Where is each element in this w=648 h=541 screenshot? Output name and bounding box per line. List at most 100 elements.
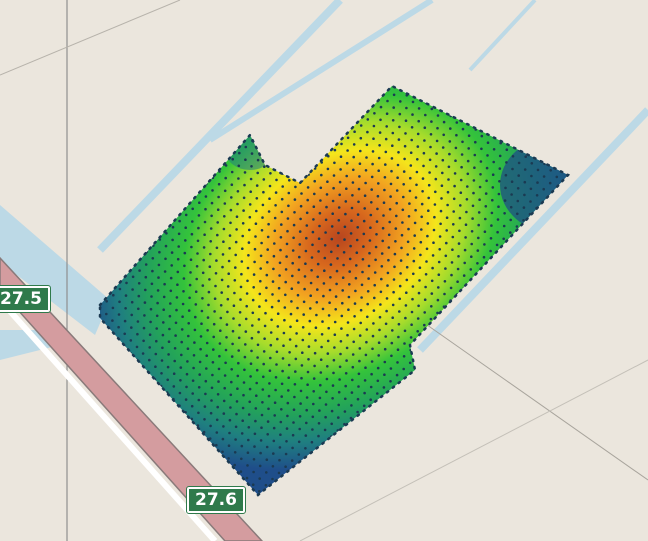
- sample-point: [191, 379, 195, 383]
- sample-point: [268, 184, 272, 188]
- sample-point: [472, 179, 476, 182]
- sample-point: [460, 153, 464, 156]
- sample-point: [303, 275, 307, 278]
- sample-point: [284, 465, 287, 469]
- sample-point: [290, 287, 294, 291]
- sample-point: [245, 304, 248, 308]
- sample-point: [274, 388, 277, 392]
- sample-point: [241, 247, 244, 250]
- sample-point: [404, 316, 407, 320]
- sample-point: [266, 261, 269, 264]
- sample-point: [280, 223, 283, 226]
- sample-point: [191, 392, 194, 395]
- sample-point: [548, 181, 552, 185]
- sample-point: [353, 130, 356, 133]
- sample-point: [399, 259, 403, 262]
- sample-point: [228, 247, 231, 250]
- sample-point: [311, 243, 314, 247]
- sample-point: [207, 290, 211, 294]
- sample-point: [227, 444, 231, 448]
- sample-point: [308, 319, 312, 323]
- sample-point: [295, 319, 299, 323]
- sample-point: [316, 275, 320, 279]
- sample-point: [448, 152, 451, 156]
- sample-point: [380, 252, 384, 255]
- sample-point: [148, 333, 152, 337]
- sample-point: [335, 269, 339, 273]
- sample-point: [265, 445, 269, 449]
- sample-point: [319, 358, 323, 362]
- sample-point: [319, 371, 323, 374]
- sample-point: [290, 459, 294, 462]
- sample-point: [489, 249, 492, 253]
- sample-point: [413, 234, 417, 237]
- sample-point: [209, 411, 213, 415]
- sample-point: [366, 315, 369, 319]
- sample-point: [288, 179, 291, 182]
- sample-point: [356, 226, 360, 229]
- sample-point: [306, 198, 310, 202]
- sample-point: [450, 273, 453, 277]
- sample-point: [372, 322, 375, 325]
- sample-point: [383, 373, 386, 377]
- sample-point: [335, 282, 338, 286]
- sample-point: [370, 175, 374, 179]
- sample-point: [325, 377, 329, 381]
- sample-point: [371, 162, 374, 166]
- sample-point: [485, 179, 488, 183]
- sample-point: [426, 222, 430, 225]
- sample-point: [258, 305, 261, 308]
- sample-point: [301, 351, 304, 355]
- sample-point: [326, 180, 329, 183]
- sample-point: [442, 133, 446, 137]
- sample-point: [346, 333, 349, 337]
- sample-point: [344, 212, 347, 216]
- sample-point: [112, 293, 115, 297]
- road-marker-label: 27.6: [186, 486, 246, 514]
- sample-point: [171, 238, 174, 242]
- sample-point: [261, 216, 264, 219]
- sample-point: [363, 207, 367, 210]
- sample-point: [199, 347, 202, 351]
- sample-point: [505, 161, 508, 164]
- sample-point: [357, 385, 360, 388]
- sample-point: [209, 240, 212, 243]
- sample-point: [322, 282, 326, 285]
- sample-point: [197, 214, 201, 217]
- sample-point: [294, 370, 297, 373]
- sample-point: [221, 437, 225, 441]
- sample-point: [405, 106, 408, 110]
- sample-point: [344, 384, 348, 388]
- sample-point: [221, 253, 225, 256]
- sample-point: [273, 216, 277, 220]
- sample-point: [414, 196, 418, 199]
- sample-point: [271, 477, 274, 481]
- sample-point: [435, 152, 438, 155]
- sample-point: [275, 363, 278, 366]
- sample-point: [198, 201, 201, 204]
- sample-point: [426, 234, 429, 238]
- sample-point: [306, 186, 310, 189]
- sample-point: [388, 220, 392, 224]
- sample-point: [274, 191, 278, 194]
- sample-point: [225, 336, 228, 339]
- sample-point: [250, 349, 253, 353]
- sample-point: [144, 288, 147, 292]
- sample-point: [430, 292, 434, 295]
- sample-point: [351, 194, 354, 197]
- sample-point: [411, 285, 415, 288]
- sample-point: [248, 387, 252, 391]
- sample-point: [498, 167, 502, 170]
- sample-point: [302, 300, 306, 304]
- sample-point: [278, 458, 281, 462]
- sample-point: [187, 309, 191, 312]
- sample-point: [382, 214, 385, 217]
- sample-point: [197, 398, 201, 402]
- sample-point: [470, 255, 473, 258]
- sample-point: [211, 361, 215, 364]
- sample-point: [179, 366, 183, 369]
- sample-point: [232, 317, 235, 320]
- sample-point: [326, 365, 329, 368]
- sample-point: [455, 133, 458, 137]
